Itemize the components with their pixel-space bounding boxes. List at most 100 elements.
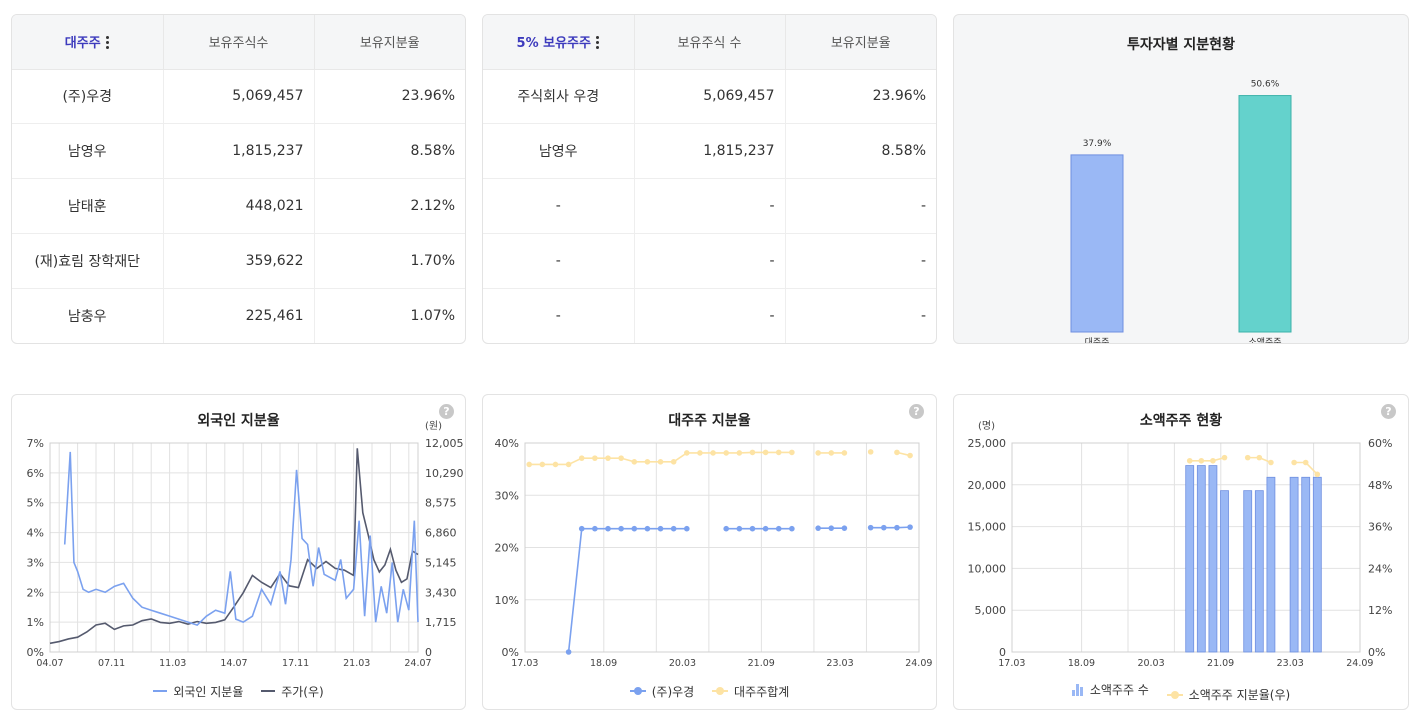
holder-name: 남영우	[483, 123, 635, 180]
tick-label: 21.03	[343, 658, 370, 669]
tick-label: 6,860	[425, 527, 457, 540]
help-icon[interactable]: ?	[909, 404, 924, 419]
table-row: ---	[483, 233, 936, 289]
data-point	[736, 450, 743, 456]
tick-label: 48%	[1368, 479, 1392, 492]
help-icon[interactable]: ?	[439, 404, 454, 419]
tick-label: 대주주	[1085, 337, 1110, 344]
legend-item-foreign-ratio[interactable]: 외국인 지분율	[153, 683, 243, 700]
legend-item-woo[interactable]: (주)우경	[629, 683, 694, 700]
tick-label: 23.03	[1277, 658, 1304, 669]
legend-item-holder-count[interactable]: 소액주주 수	[1071, 681, 1149, 698]
table-header-major[interactable]: 대주주	[12, 15, 164, 70]
data-point	[749, 525, 756, 532]
tick-label: 10,290	[425, 467, 464, 480]
bar	[1220, 490, 1229, 653]
tick-label: 30%	[495, 489, 519, 502]
holder-shares: 225,461	[163, 288, 315, 343]
legend-item-price[interactable]: 주가(우)	[261, 683, 324, 700]
table-header-shares: 보유주식수	[163, 15, 315, 70]
data-point	[1244, 454, 1251, 461]
axis-unit: (원)	[425, 420, 442, 432]
holder-name: 남영우	[12, 123, 164, 180]
bar	[1196, 465, 1206, 653]
tick-label: 20,000	[968, 479, 1007, 492]
holder-ratio: 2.12%	[314, 178, 465, 234]
dot-line-swatch-icon	[712, 687, 729, 695]
five-percent-holders-table: 5% 보유주주 보유주식 수 보유지분율 주식회사 우경 5,069,457 23.…	[483, 15, 936, 343]
holder-name: -	[483, 288, 635, 343]
tick-label: 2%	[27, 586, 44, 599]
tick-label: 20%	[495, 542, 519, 555]
data-point	[618, 455, 624, 461]
more-options-icon[interactable]	[105, 36, 110, 50]
data-point	[749, 449, 756, 456]
table-row: 남태훈 448,021 2.12%	[12, 178, 465, 234]
data-point	[710, 450, 716, 456]
data-point	[592, 455, 598, 461]
tick-label: 20.03	[669, 658, 696, 669]
major-ratio-card: 대주주 지분율 ? 0% 10% 20% 30% 40% 17.03 18.09 20.03 2…	[482, 394, 937, 710]
data-point	[1302, 459, 1309, 466]
foreign-ratio-chart: 0% 1% 2% 3% 4% 5% 6% 7% 0 1,715 3,430 5,145 6,860 8,5…	[27, 420, 464, 669]
help-icon[interactable]: ?	[1381, 404, 1396, 419]
holder-shares: -	[634, 233, 786, 289]
data-point	[657, 459, 664, 465]
data-point	[631, 459, 638, 465]
holder-ratio: 1.07%	[410, 307, 455, 324]
tick-label: 8,575	[425, 497, 457, 510]
legend-item-holder-ratio[interactable]: 소액주주 지분율(우)	[1166, 686, 1290, 703]
holder-ratio: 1.70%	[314, 233, 465, 289]
tick-label: 04.07	[36, 658, 63, 669]
holder-ratio: 23.96%	[785, 69, 936, 125]
data-point	[841, 525, 848, 531]
data-point	[539, 461, 546, 468]
legend-item-total[interactable]: 대주주합계	[712, 683, 789, 700]
data-point	[565, 461, 572, 468]
tick-label: 24%	[1368, 562, 1392, 575]
tick-label: 40%	[495, 437, 519, 450]
tick-label: 7%	[27, 437, 44, 450]
table-row: 남충우 225,461 1.07%	[12, 288, 465, 343]
holder-shares: -	[634, 178, 786, 234]
series-line-woo	[870, 526, 911, 529]
data-point	[1186, 457, 1193, 464]
tick-label: 14.07	[220, 658, 247, 669]
data-point	[1256, 454, 1263, 461]
holder-name: (재)효림 장학재단	[12, 233, 164, 289]
holder-ratio: 8.58%	[785, 123, 936, 180]
tick-label: 10%	[495, 594, 519, 607]
table-header-shares: 보유주식 수	[634, 15, 786, 70]
plot-frame	[49, 442, 419, 653]
major-shareholders-table: 대주주 보유주식수 보유지분율 (주)우경 5,069,457 23.96% 남영우…	[12, 15, 465, 343]
tick-label: 5,145	[425, 556, 457, 569]
data-point	[592, 525, 598, 532]
table-header-five-percent[interactable]: 5% 보유주주	[483, 15, 635, 70]
holder-shares: 448,021	[163, 178, 315, 234]
tick-label: 3%	[27, 556, 44, 569]
tick-label: 12,005	[425, 437, 464, 450]
foreign-ratio-legend: 외국인 지분율 주가(우)	[12, 681, 465, 700]
tick-label: 0	[999, 646, 1006, 659]
bar	[1070, 154, 1124, 333]
data-point	[631, 525, 638, 532]
tick-label: 5,000	[975, 604, 1007, 617]
data-point	[828, 525, 835, 531]
data-point	[1291, 459, 1297, 466]
data-point	[684, 525, 690, 532]
table-header-ratio: 보유지분율	[314, 15, 465, 70]
tick-label: 12%	[1368, 604, 1392, 617]
table-row: (주)우경 5,069,457 23.96%	[12, 69, 465, 125]
holder-shares: -	[634, 288, 786, 343]
holder-shares: 5,069,457	[163, 69, 315, 125]
series-line-foreign-ratio	[63, 451, 419, 627]
holder-shares: 359,622	[163, 233, 315, 289]
tick-label: 21.09	[748, 658, 775, 669]
data-point	[828, 450, 835, 456]
data-point	[670, 525, 677, 532]
data-point	[1198, 457, 1205, 464]
more-options-icon[interactable]	[595, 36, 600, 50]
tick-label: 5%	[27, 497, 44, 510]
minor-holders-legend: 소액주주 수 소액주주 지분율(우)	[954, 681, 1408, 703]
plot-frame	[524, 442, 920, 653]
